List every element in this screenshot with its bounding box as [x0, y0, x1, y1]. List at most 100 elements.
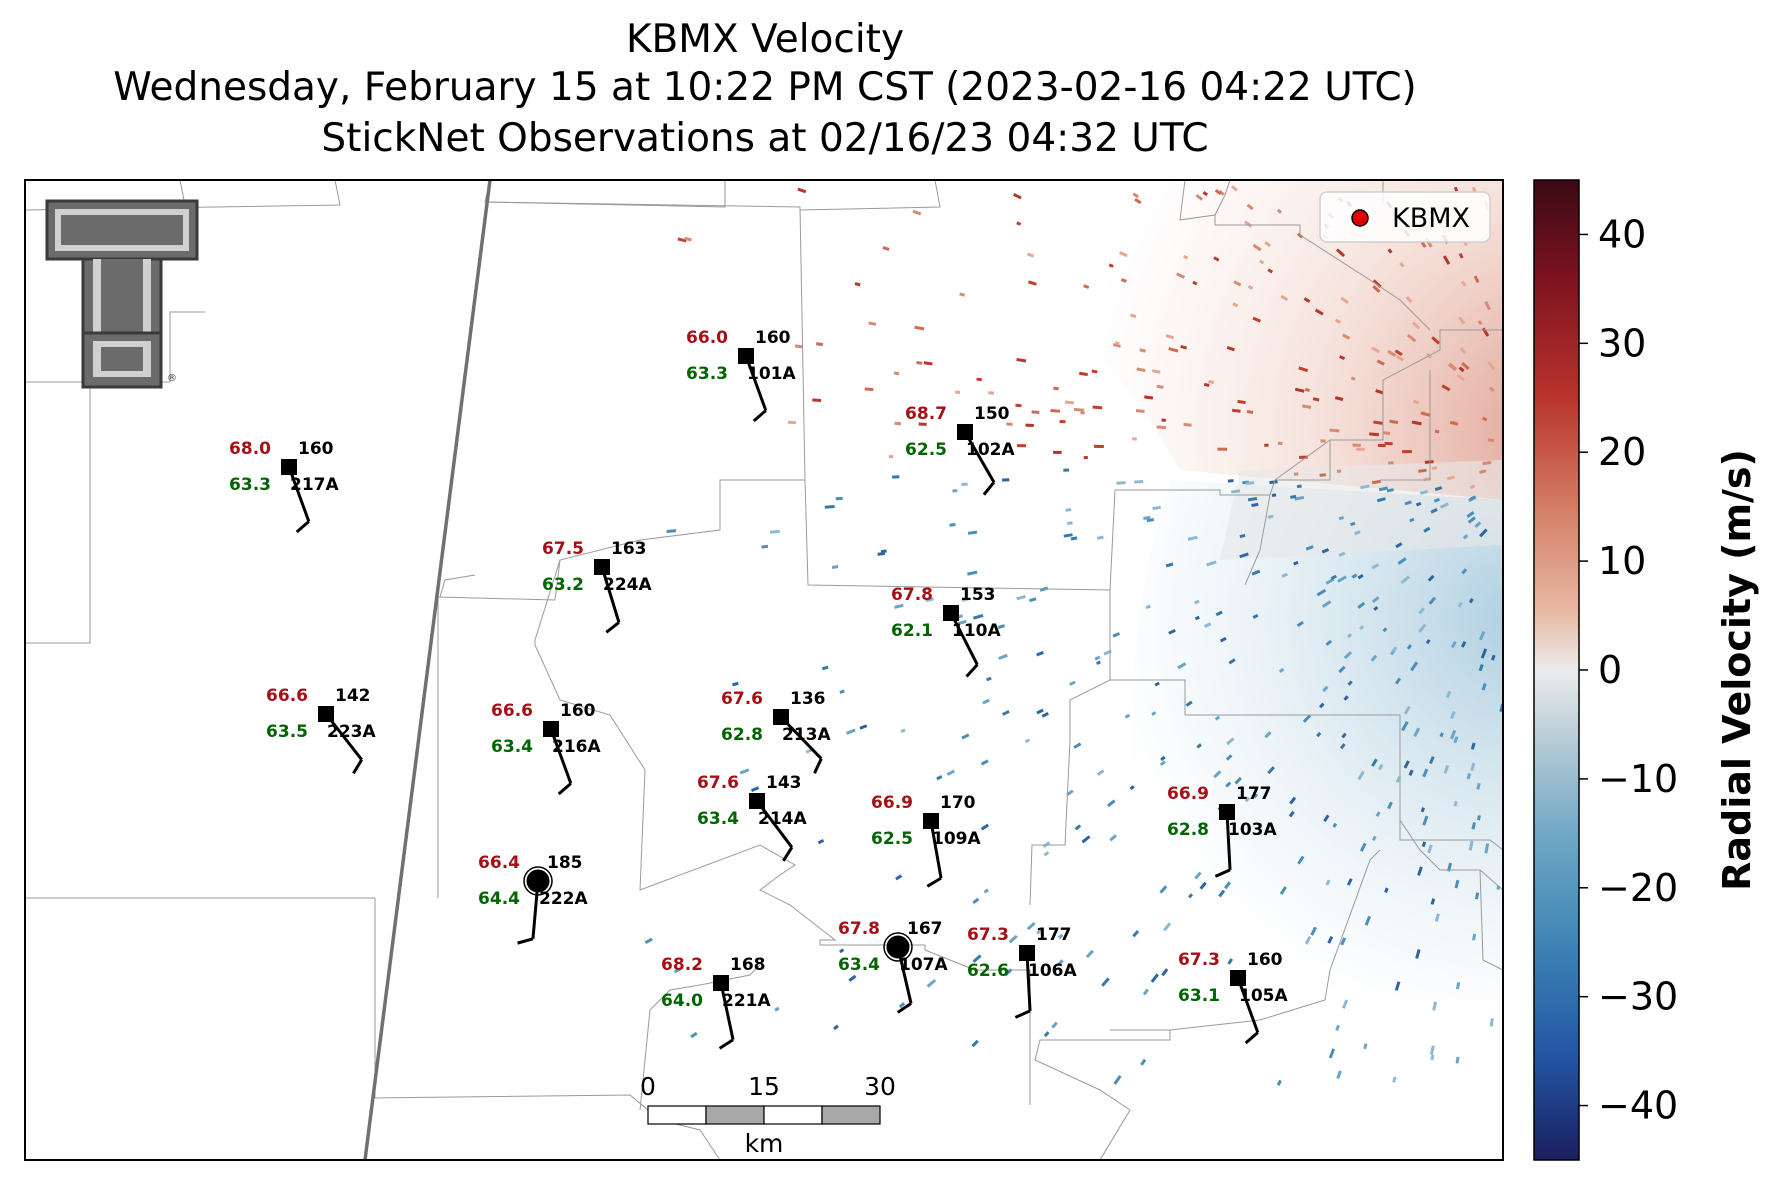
- station-wind-direction: 185: [547, 853, 583, 873]
- radar-gate: [1354, 530, 1361, 536]
- radar-gate: [1359, 842, 1367, 852]
- radar-gate: [1096, 769, 1105, 776]
- radar-gate: [1177, 662, 1187, 670]
- radar-gate: [1029, 597, 1037, 603]
- radar-gate: [1132, 192, 1140, 199]
- radar-gate: [1244, 220, 1253, 228]
- radar-gate: [1078, 371, 1088, 377]
- radar-gate: [864, 387, 874, 392]
- radar-gate: [1293, 472, 1299, 476]
- radar-gate: [1008, 934, 1018, 944]
- radar-gate: [1139, 348, 1147, 353]
- radar-gate: [859, 724, 868, 730]
- chart-subtitle-time: Wednesday, February 15 at 10:22 PM CST (…: [113, 65, 1417, 110]
- radar-gate: [1459, 347, 1467, 355]
- radar-gate: [1346, 878, 1353, 886]
- station-wind-direction: 177: [1236, 784, 1272, 804]
- radar-gate: [1151, 369, 1161, 374]
- radar-gate: [1336, 1070, 1342, 1080]
- radar-gate: [794, 344, 803, 349]
- station-214A: 67.6 143 63.4 214A: [697, 773, 807, 862]
- radar-gate: [1508, 913, 1511, 918]
- radar-gate: [1403, 760, 1410, 769]
- radar-gate: [1415, 949, 1421, 959]
- wind-barb-staff: [549, 728, 573, 785]
- radar-gate: [1213, 256, 1220, 262]
- chart-subtitle-observations: StickNet Observations at 02/16/23 04:32 …: [321, 116, 1209, 161]
- radar-gate: [1357, 770, 1365, 781]
- station-dewpoint: 63.5: [266, 722, 308, 742]
- station-wind-direction: 167: [907, 919, 943, 939]
- radar-gate: [815, 342, 824, 347]
- radar-gate: [1304, 387, 1310, 392]
- radar-gate: [1093, 444, 1104, 449]
- radar-gate: [1371, 596, 1380, 604]
- radar-gate: [1458, 316, 1466, 325]
- radar-gate: [1338, 515, 1345, 521]
- colorbar-tick-label: 40: [1598, 212, 1646, 256]
- radar-gate: [1446, 475, 1456, 481]
- radar-gate: [1453, 801, 1458, 807]
- radar-gate: [1140, 1058, 1147, 1066]
- radar-gate: [1192, 280, 1198, 286]
- radar-gate: [1338, 551, 1346, 558]
- radar-gate: [1083, 284, 1090, 289]
- radar-gate: [1376, 359, 1385, 366]
- radar-gate: [1371, 479, 1382, 485]
- radar-gate: [1455, 982, 1461, 990]
- radar-gate: [1245, 481, 1255, 486]
- radar-gate: [894, 421, 902, 426]
- radar-gate: [1279, 886, 1287, 895]
- station-temperature: 66.6: [266, 686, 308, 706]
- station-id: 214A: [758, 809, 807, 829]
- radar-gate: [1340, 296, 1349, 304]
- radar-gate: [1231, 185, 1238, 192]
- radar-gate: [1187, 535, 1198, 541]
- wind-barb-feather: [752, 409, 767, 423]
- station-calm-circle-icon: [526, 869, 550, 893]
- station-222A: 66.4 185 64.4 222A: [478, 853, 588, 945]
- radar-gate: [1152, 505, 1161, 511]
- radar-gate: [1199, 881, 1207, 890]
- radar-gate: [1290, 494, 1297, 499]
- radar-gate: [1370, 654, 1378, 662]
- wind-barb-feather: [605, 621, 620, 634]
- radar-gate: [644, 937, 653, 944]
- radar-gate: [854, 282, 861, 287]
- radar-gate: [1280, 294, 1289, 302]
- station-105A: 67.3 160 63.1 105A: [1178, 950, 1288, 1045]
- station-temperature: 67.5: [542, 539, 584, 559]
- radar-gate: [1457, 601, 1463, 608]
- station-wind-direction: 168: [730, 955, 766, 975]
- radar-gate: [946, 769, 955, 776]
- radar-gate: [1337, 575, 1347, 583]
- radar-gate: [1161, 418, 1166, 422]
- radar-gate: [1481, 683, 1487, 691]
- radar-gate: [1231, 489, 1241, 494]
- station-calm-ring-icon: [883, 932, 913, 962]
- radar-gate: [1219, 636, 1227, 643]
- wind-barb-staff: [963, 431, 996, 483]
- radar-gate: [1434, 429, 1440, 434]
- radar-gate: [1305, 545, 1314, 551]
- radar-gate: [1002, 710, 1010, 716]
- radar-gate: [1406, 334, 1417, 343]
- radar-gate: [1425, 639, 1431, 645]
- radar-gate: [1059, 419, 1066, 424]
- wind-barb-staff: [949, 612, 979, 666]
- radar-gate: [1332, 822, 1338, 828]
- radar-gate: [1484, 301, 1491, 311]
- radar-gate: [1336, 469, 1342, 473]
- radar-gate: [1203, 382, 1210, 387]
- radar-gate: [1338, 665, 1346, 674]
- radar-gate: [1391, 646, 1398, 653]
- radar-gate: [1384, 441, 1393, 446]
- radar-gate: [1136, 367, 1146, 373]
- radar-gate: [1264, 731, 1272, 739]
- radar-gate: [1156, 425, 1166, 430]
- wind-barb-feather: [1214, 868, 1231, 878]
- wind-barb-feather: [1244, 1031, 1259, 1045]
- radar-gate: [1335, 248, 1346, 258]
- radar-gate: [1316, 588, 1327, 597]
- radar-gate: [835, 496, 843, 501]
